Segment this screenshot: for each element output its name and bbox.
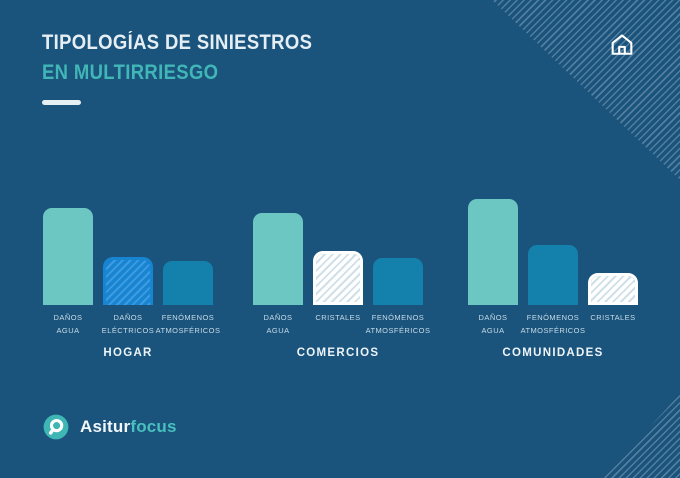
page-title-line2: EN MULTIRRIESGO — [42, 61, 219, 84]
bar-label-hogar-danos-agua: DAÑOS AGUA — [53, 313, 83, 335]
bar-label-comercios-fenomenos-atmosfericos: FENÓMENOS ATMOSFÉRICOS — [365, 313, 431, 335]
bar-label-comunidades-fenomenos-atmosfericos: FENÓMENOS ATMOSFÉRICOS — [520, 313, 586, 335]
bar-label-hogar-fenomenos-atmosfericos: FENÓMENOS ATMOSFÉRICOS — [155, 313, 221, 335]
bar-label-comercios-cristales: CRISTALES — [315, 313, 361, 322]
group-label-comunidades: COMUNIDADES — [502, 347, 604, 359]
home-button[interactable] — [607, 30, 637, 60]
group-label-hogar: HOGAR — [103, 347, 153, 359]
home-icon — [608, 31, 636, 59]
chart-group-hogar: DAÑOS AGUA DAÑOS ELÉCTRICOS FENÓMENOS ATMOSFÉ… — [43, 190, 220, 375]
bar-comercios-fenomenos-atmosfericos — [373, 258, 423, 305]
bar-row-comunidades — [468, 190, 638, 305]
bar-comunidades-fenomenos-atmosfericos — [528, 245, 578, 305]
bar-comunidades-cristales — [588, 273, 638, 305]
brand-name-light: focus — [130, 417, 177, 436]
bar-row-hogar — [43, 190, 213, 305]
bar-hogar-danos-electricos — [103, 257, 153, 305]
bar-comercios-danos-agua — [253, 213, 303, 305]
bar-hogar-danos-agua — [43, 208, 93, 305]
bar-comunidades-danos-agua — [468, 199, 518, 305]
bar-label-comunidades-cristales: CRISTALES — [590, 313, 636, 322]
magnifier-q-icon — [43, 414, 69, 440]
bar-chart: DAÑOS AGUA DAÑOS ELÉCTRICOS FENÓMENOS ATMOSFÉ… — [0, 190, 680, 375]
brand-name: Asiturfocus — [80, 417, 177, 437]
bar-row-comercios — [253, 190, 423, 305]
bar-hogar-fenomenos-atmosfericos — [163, 261, 213, 305]
header: TIPOLOGÍAS DE SINIESTROS EN MULTIRRIESGO — [42, 30, 349, 105]
chart-group-comercios: DAÑOS AGUA CRISTALES FENÓMENOS ATMOSFÉRICOS C… — [253, 190, 430, 375]
group-label-comercios: COMERCIOS — [296, 347, 380, 359]
bar-label-hogar-danos-electricos: DAÑOS ELÉCTRICOS — [101, 313, 155, 335]
bar-label-comunidades-danos-agua: DAÑOS AGUA — [478, 313, 508, 335]
bar-label-comercios-danos-agua: DAÑOS AGUA — [263, 313, 293, 335]
title-underline — [42, 100, 81, 105]
chart-group-comunidades: DAÑOS AGUA FENÓMENOS ATMOSFÉRICOS CRISTALES C… — [468, 190, 638, 375]
brand-logo: Asiturfocus — [43, 414, 177, 440]
bar-comercios-cristales — [313, 251, 363, 305]
page-title-line1: TIPOLOGÍAS DE SINIESTROS — [42, 31, 313, 54]
brand-name-bold: Asitur — [80, 417, 131, 436]
